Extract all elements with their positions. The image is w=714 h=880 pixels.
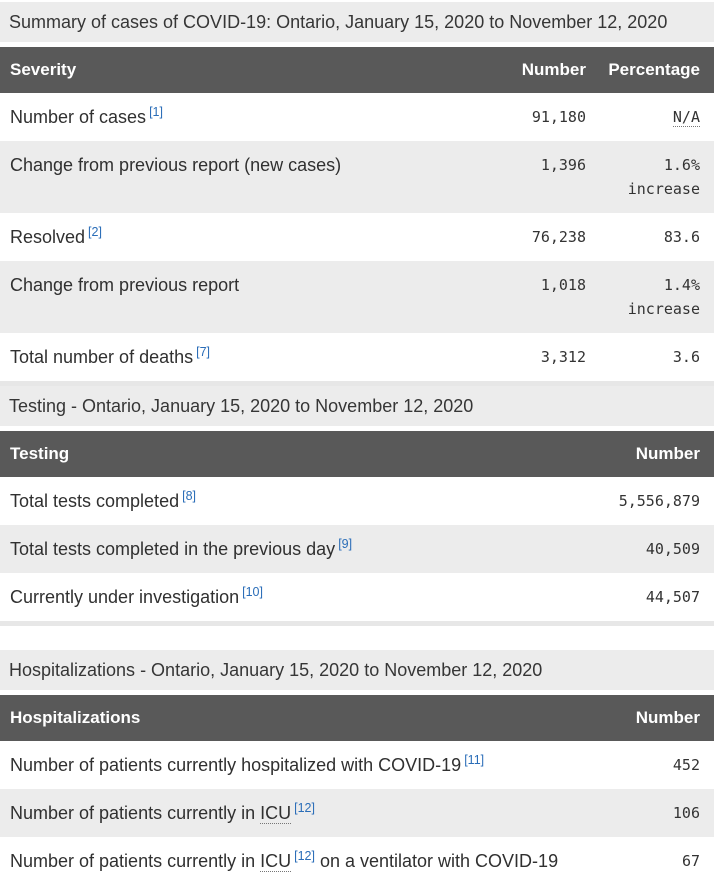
row-label: Currently under investigation: [10, 587, 240, 607]
column-header-percentage: Percentage: [590, 47, 714, 93]
hospitalizations-section: Hospitalizations - Ontario, January 15, …: [0, 650, 714, 880]
table-row: Change from previous report (new cases) …: [0, 141, 714, 213]
table-row: Total number of deaths [7] 3,312 3.6: [0, 333, 714, 384]
row-label: Number of cases: [10, 107, 147, 127]
footnote-link[interactable]: [2]: [88, 225, 102, 239]
row-label-cell: Number of patients currently in ICU [12]: [0, 789, 604, 837]
row-label-cell: Change from previous report: [0, 261, 475, 333]
hospitalizations-header-row: Hospitalizations Number: [0, 695, 714, 741]
table-row: Number of patients currently hospitalize…: [0, 741, 714, 789]
icu-abbreviation: ICU: [260, 803, 292, 824]
percentage-cell: N/A: [590, 93, 714, 141]
summary-section: Summary of cases of COVID-19: Ontario, J…: [0, 2, 714, 386]
row-label-cell: Change from previous report (new cases): [0, 141, 475, 213]
table-row: Total tests completed in the previous da…: [0, 525, 714, 573]
table-row: Number of cases [1] 91,180 N/A: [0, 93, 714, 141]
severity-header-row: Severity Number Percentage: [0, 47, 714, 93]
row-label-cell: Number of cases [1]: [0, 93, 475, 141]
number-cell: 44,507: [645, 588, 700, 606]
testing-header-row: Testing Number: [0, 431, 714, 477]
testing-section: Testing - Ontario, January 15, 2020 to N…: [0, 386, 714, 626]
number-cell: 40,509: [645, 540, 700, 558]
number-cell: 1,396: [540, 156, 586, 174]
column-header-number: Number: [475, 47, 590, 93]
footnote-sup: [2]: [88, 225, 102, 239]
footnote-link[interactable]: [1]: [149, 105, 163, 119]
footnote-sup: [12]: [294, 849, 315, 863]
footnote-link[interactable]: [8]: [182, 489, 196, 503]
row-label: Change from previous report (new cases): [10, 155, 342, 175]
footnote-sup: [10]: [242, 585, 263, 599]
footnote-sup: [8]: [182, 489, 196, 503]
footnote-link[interactable]: [12]: [294, 849, 315, 863]
row-label-cell: Total tests completed in the previous da…: [0, 525, 604, 573]
row-label: Total number of deaths: [10, 347, 194, 367]
row-label: Resolved: [10, 227, 86, 247]
icu-abbreviation: ICU: [260, 851, 292, 872]
row-label-cell: Currently under investigation [10]: [0, 573, 604, 624]
number-cell: 76,238: [531, 228, 586, 246]
percentage-cell: 3.6: [672, 348, 700, 366]
footnote-sup: [9]: [338, 537, 352, 551]
summary-table-caption: Summary of cases of COVID-19: Ontario, J…: [0, 2, 714, 42]
hospitalizations-table: Hospitalizations Number Number of patien…: [0, 695, 714, 880]
column-header-severity: Severity: [0, 47, 475, 93]
percentage-cell: 83.6: [663, 228, 700, 246]
row-label-cell: Number of patients currently in ICU [12] on…: [0, 837, 604, 880]
na-abbreviation: N/A: [672, 108, 700, 127]
footnote-sup: [11]: [464, 753, 484, 767]
row-label-cell: Number of patients currently hospitalize…: [0, 741, 604, 789]
row-label: Number of patients currently in: [10, 851, 256, 871]
row-label: Change from previous report: [10, 275, 240, 295]
percentage-cell: 1.4% increase: [627, 276, 700, 318]
row-label: Total tests completed: [10, 491, 180, 511]
testing-table: Testing Number Total tests completed [8] …: [0, 431, 714, 626]
footnote-sup: [12]: [294, 801, 315, 815]
row-label-suffix: on a ventilator with COVID-19: [319, 851, 559, 871]
table-row: Change from previous report 1,018 1.4% i…: [0, 261, 714, 333]
row-label-cell: Resolved [2]: [0, 213, 475, 261]
testing-table-caption: Testing - Ontario, January 15, 2020 to N…: [0, 386, 714, 426]
column-header-number: Number: [604, 695, 714, 741]
footnote-link[interactable]: [7]: [196, 345, 211, 359]
footnote-link[interactable]: [9]: [338, 537, 353, 551]
hospitalizations-table-caption: Hospitalizations - Ontario, January 15, …: [0, 650, 714, 690]
number-cell: 67: [681, 852, 700, 870]
number-cell: 91,180: [531, 108, 586, 126]
table-row: Number of patients currently in ICU [12] 1…: [0, 789, 714, 837]
row-label-cell: Total tests completed [8]: [0, 477, 604, 525]
row-label: Total tests completed in the previous da…: [10, 539, 336, 559]
footnote-link[interactable]: [12]: [294, 801, 315, 815]
row-label: Number of patients currently in: [10, 803, 256, 823]
footnote-link[interactable]: [10]: [242, 585, 263, 599]
table-row: Number of patients currently in ICU [12] on…: [0, 837, 714, 880]
row-label-cell: Total number of deaths [7]: [0, 333, 475, 384]
footnote-link[interactable]: [11]: [464, 753, 485, 767]
number-cell: 3,312: [540, 348, 586, 366]
footnote-sup: [7]: [196, 345, 210, 359]
row-label: Number of patients currently hospitalize…: [10, 755, 462, 775]
column-header-testing: Testing: [0, 431, 604, 477]
number-cell: 5,556,879: [618, 492, 700, 510]
percentage-cell: 1.6% increase: [627, 156, 700, 198]
number-cell: 452: [672, 756, 700, 774]
footnote-sup: [1]: [149, 105, 163, 119]
column-header-number: Number: [604, 431, 714, 477]
table-row: Total tests completed [8] 5,556,879: [0, 477, 714, 525]
table-row: Currently under investigation [10] 44,507: [0, 573, 714, 624]
severity-table: Severity Number Percentage Number of cas…: [0, 47, 714, 386]
number-cell: 1,018: [540, 276, 586, 294]
column-header-hospitalizations: Hospitalizations: [0, 695, 604, 741]
number-cell: 106: [672, 804, 700, 822]
table-row: Resolved [2] 76,238 83.6: [0, 213, 714, 261]
